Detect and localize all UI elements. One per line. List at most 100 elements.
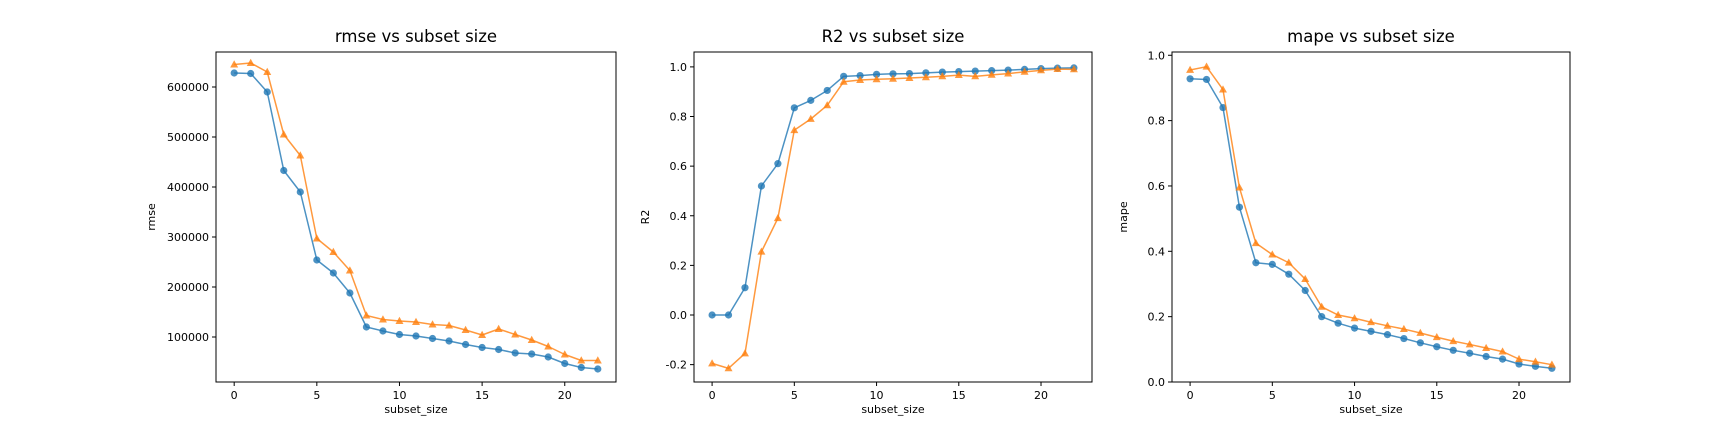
- data-point: [921, 73, 930, 81]
- data-point: [1466, 349, 1474, 357]
- data-point: [1515, 354, 1524, 363]
- chart-title: rmse vs subset size: [335, 27, 497, 46]
- data-point: [1449, 346, 1457, 354]
- data-point: [1235, 203, 1244, 211]
- data-point: [230, 60, 239, 68]
- data-point: [1301, 286, 1309, 295]
- data-point: [987, 70, 996, 78]
- data-point: [494, 324, 503, 332]
- data-point: [806, 114, 815, 122]
- data-point: [1268, 250, 1277, 258]
- data-point: [1037, 66, 1046, 74]
- y-tick-label: 0.8: [1148, 115, 1166, 128]
- data-point: [856, 71, 864, 80]
- data-point: [757, 182, 766, 190]
- chart-title: mape vs subset size: [1287, 27, 1455, 46]
- data-point: [1202, 62, 1211, 70]
- data-point: [1498, 347, 1507, 355]
- data-point: [412, 332, 420, 340]
- data-point: [528, 350, 536, 358]
- chart-title: R2 vs subset size: [822, 27, 965, 46]
- data-point: [329, 269, 337, 277]
- data-point: [740, 349, 749, 357]
- series-2: [230, 58, 602, 364]
- data-point: [823, 86, 831, 95]
- y-tick-label: 0.6: [1148, 180, 1166, 193]
- y-tick-label: 200000: [167, 281, 209, 294]
- data-point: [312, 234, 321, 242]
- x-tick-label: 0: [709, 389, 716, 402]
- plot-frame: [1171, 51, 1571, 383]
- data-point: [362, 323, 371, 331]
- data-point: [395, 330, 404, 339]
- data-point: [1219, 103, 1227, 112]
- data-point: [1285, 270, 1293, 278]
- data-point: [1482, 343, 1491, 351]
- data-point: [561, 359, 569, 368]
- data-point: [1235, 183, 1244, 191]
- data-point: [1367, 327, 1375, 335]
- data-point: [1383, 321, 1392, 329]
- data-point: [296, 151, 305, 159]
- y-tick-label: 500000: [167, 131, 209, 144]
- y-tick-label: 0.2: [1148, 311, 1166, 324]
- x-tick-label: 15: [475, 389, 489, 402]
- data-point: [1334, 319, 1342, 327]
- x-axis-label: subset_size: [1339, 403, 1403, 416]
- y-tick-label: -0.2: [666, 359, 687, 372]
- y-tick-label: 100000: [167, 331, 209, 344]
- data-point: [577, 356, 586, 364]
- y-tick-label: 1.0: [670, 61, 688, 74]
- data-point: [1515, 360, 1523, 368]
- data-point: [1531, 357, 1540, 365]
- x-tick-label: 20: [1512, 389, 1526, 402]
- data-point: [1498, 355, 1507, 363]
- x-tick-label: 10: [392, 389, 406, 402]
- data-point: [1547, 360, 1556, 368]
- data-point: [461, 325, 470, 333]
- x-tick-label: 15: [952, 389, 966, 402]
- data-point: [1252, 259, 1260, 267]
- series-1: [230, 69, 602, 373]
- data-point: [379, 327, 387, 335]
- data-point: [280, 166, 288, 175]
- y-tick-label: 0.4: [1148, 245, 1166, 258]
- y-tick-label: 400000: [167, 181, 209, 194]
- data-point: [1218, 85, 1227, 93]
- data-point: [790, 104, 798, 112]
- data-point: [544, 353, 552, 361]
- mape-chart: mape vs subset size 0 5 10 15 20 0.0 0.2 0.4 0.6 0…: [1117, 27, 1571, 416]
- data-point: [741, 284, 749, 292]
- data-point: [511, 349, 519, 357]
- data-point: [872, 75, 881, 83]
- data-point: [905, 69, 914, 78]
- y-tick-label: 1.0: [1148, 49, 1166, 62]
- data-point: [1186, 75, 1194, 83]
- plot-frame: [693, 51, 1093, 383]
- y-tick-label: 0.0: [1148, 376, 1166, 389]
- data-point: [1186, 65, 1195, 73]
- data-point: [839, 77, 848, 85]
- r2-chart: R2 vs subset size 0 5 10 15 20 -0.2 0.0 0.2 0.4 0.…: [639, 27, 1093, 416]
- data-point: [1069, 65, 1078, 73]
- data-point: [708, 359, 717, 367]
- series-1: [1186, 75, 1556, 372]
- data-point: [560, 350, 569, 358]
- data-point: [840, 72, 848, 80]
- x-tick-label: 10: [1348, 389, 1362, 402]
- series-2: [708, 64, 1078, 372]
- y-axis-label: R2: [639, 210, 652, 225]
- data-point: [1416, 328, 1425, 336]
- y-tick-label: 300000: [167, 231, 209, 244]
- data-point: [1449, 336, 1458, 345]
- x-tick-label: 20: [558, 389, 572, 402]
- data-point: [428, 320, 437, 328]
- data-point: [1399, 324, 1408, 333]
- data-point: [445, 337, 453, 345]
- series-1: [708, 64, 1078, 319]
- data-point: [412, 317, 420, 325]
- data-point: [757, 247, 766, 255]
- data-point: [1053, 64, 1062, 73]
- data-point: [1465, 340, 1474, 348]
